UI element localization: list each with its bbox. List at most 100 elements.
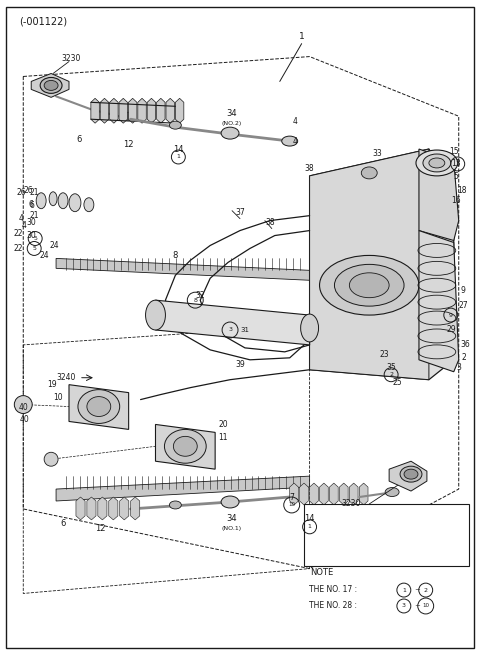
- Polygon shape: [329, 483, 338, 505]
- Text: 12: 12: [123, 140, 134, 149]
- Polygon shape: [310, 149, 454, 380]
- Text: 34: 34: [227, 109, 237, 118]
- Text: 40: 40: [18, 403, 28, 412]
- Polygon shape: [310, 149, 429, 380]
- Polygon shape: [109, 98, 118, 123]
- Polygon shape: [175, 98, 184, 123]
- Ellipse shape: [361, 167, 377, 179]
- Ellipse shape: [429, 158, 445, 168]
- Text: 3230: 3230: [342, 500, 361, 508]
- Text: 31: 31: [240, 327, 249, 333]
- Text: 22: 22: [14, 229, 23, 238]
- Text: (NO.1): (NO.1): [222, 527, 242, 531]
- Text: 1: 1: [177, 155, 180, 159]
- Text: ~: ~: [414, 603, 420, 609]
- Text: ~: ~: [414, 587, 420, 593]
- Text: 21: 21: [30, 211, 39, 220]
- Polygon shape: [56, 476, 310, 501]
- Text: (-001122): (-001122): [19, 17, 67, 27]
- Polygon shape: [349, 483, 358, 505]
- Text: 19: 19: [48, 380, 57, 389]
- Ellipse shape: [145, 300, 166, 330]
- Text: 25: 25: [392, 378, 402, 387]
- Text: 8: 8: [173, 251, 178, 260]
- Text: 6: 6: [76, 134, 82, 143]
- Text: 13: 13: [451, 159, 460, 168]
- Polygon shape: [419, 231, 459, 372]
- Text: 4: 4: [292, 117, 297, 126]
- Text: 30: 30: [26, 231, 36, 240]
- Polygon shape: [339, 483, 348, 505]
- Polygon shape: [76, 497, 85, 520]
- Text: 4: 4: [22, 221, 26, 230]
- Polygon shape: [166, 98, 174, 123]
- Polygon shape: [354, 163, 384, 183]
- Polygon shape: [419, 149, 459, 240]
- Ellipse shape: [44, 452, 58, 466]
- Text: 11: 11: [218, 433, 228, 442]
- Text: 38: 38: [305, 164, 314, 174]
- Polygon shape: [156, 300, 310, 345]
- Polygon shape: [360, 483, 368, 505]
- Text: 6: 6: [28, 200, 33, 209]
- Ellipse shape: [165, 430, 206, 463]
- Polygon shape: [69, 384, 129, 430]
- Text: 23: 23: [379, 350, 389, 360]
- Text: 5: 5: [454, 172, 458, 181]
- Ellipse shape: [385, 487, 399, 496]
- Polygon shape: [91, 98, 99, 123]
- Polygon shape: [300, 483, 308, 505]
- Text: 21: 21: [30, 188, 39, 197]
- Polygon shape: [147, 98, 156, 123]
- Text: 22: 22: [14, 244, 23, 253]
- Text: 10: 10: [288, 502, 295, 508]
- Polygon shape: [389, 461, 427, 491]
- Text: 26: 26: [23, 186, 33, 195]
- Ellipse shape: [320, 255, 419, 315]
- Ellipse shape: [335, 265, 404, 306]
- Ellipse shape: [221, 127, 239, 139]
- Text: 10: 10: [53, 393, 63, 402]
- Ellipse shape: [40, 77, 62, 94]
- Text: 26: 26: [17, 188, 26, 197]
- Text: 16: 16: [451, 196, 460, 205]
- Text: 30: 30: [26, 218, 36, 227]
- Polygon shape: [119, 98, 128, 123]
- Ellipse shape: [58, 193, 68, 209]
- Text: 1: 1: [402, 588, 406, 593]
- Polygon shape: [31, 73, 69, 98]
- Polygon shape: [129, 98, 137, 123]
- Text: 2: 2: [462, 353, 467, 362]
- Bar: [304, 504, 469, 567]
- Ellipse shape: [404, 469, 418, 479]
- Text: 5: 5: [33, 236, 37, 241]
- Ellipse shape: [36, 193, 46, 209]
- Polygon shape: [56, 259, 310, 280]
- Text: 35: 35: [386, 364, 396, 372]
- Ellipse shape: [349, 273, 389, 297]
- Text: 34: 34: [227, 514, 237, 523]
- Text: 38: 38: [265, 218, 275, 227]
- Text: 6: 6: [29, 201, 34, 210]
- Ellipse shape: [14, 396, 32, 413]
- Ellipse shape: [221, 496, 239, 508]
- Text: 37: 37: [235, 208, 245, 217]
- Text: 9: 9: [449, 312, 453, 318]
- Ellipse shape: [282, 136, 298, 146]
- Text: 39: 39: [235, 360, 245, 369]
- Text: 29: 29: [447, 326, 456, 335]
- Polygon shape: [87, 497, 96, 520]
- Text: 7: 7: [456, 161, 460, 166]
- Ellipse shape: [169, 501, 181, 509]
- Ellipse shape: [416, 150, 458, 176]
- Ellipse shape: [423, 154, 451, 172]
- Text: 24: 24: [49, 241, 59, 250]
- Polygon shape: [131, 497, 140, 520]
- Ellipse shape: [173, 436, 197, 457]
- Polygon shape: [98, 497, 107, 520]
- Text: 2: 2: [424, 588, 428, 593]
- Polygon shape: [120, 497, 129, 520]
- Text: 5: 5: [32, 246, 36, 251]
- Polygon shape: [320, 483, 328, 505]
- Text: 10: 10: [422, 603, 429, 608]
